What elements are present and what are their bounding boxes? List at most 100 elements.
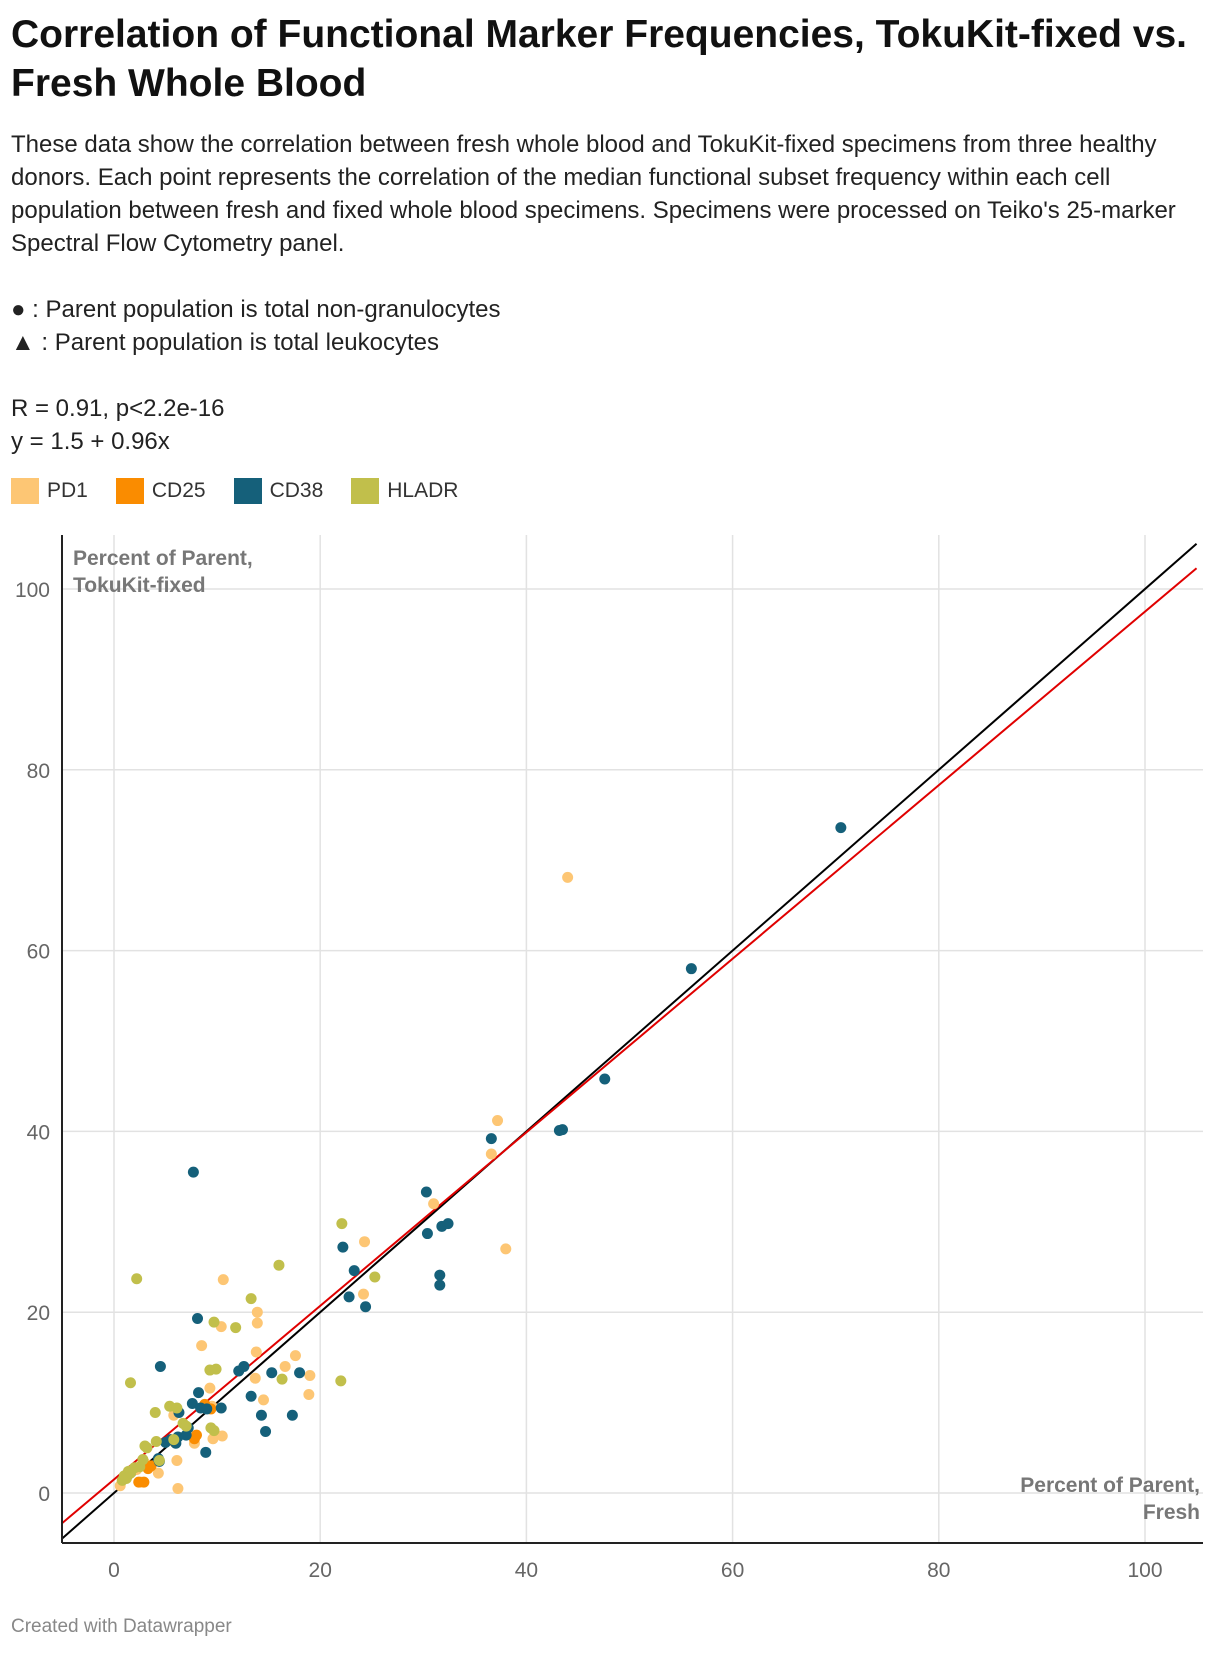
data-point-hladr bbox=[131, 1273, 143, 1285]
data-point-cd38 bbox=[485, 1133, 497, 1145]
data-point-cd38 bbox=[238, 1360, 250, 1372]
data-point-cd38 bbox=[180, 1429, 192, 1441]
data-point-cd38 bbox=[420, 1186, 432, 1198]
data-point-pd1 bbox=[171, 1454, 183, 1466]
y-tick-label: 80 bbox=[27, 760, 50, 783]
data-point-hladr bbox=[150, 1435, 162, 1447]
x-tick-label: 0 bbox=[108, 1559, 120, 1582]
series-pd1 bbox=[114, 871, 574, 1494]
data-point-pd1 bbox=[500, 1243, 512, 1255]
data-point-cd38 bbox=[245, 1390, 257, 1402]
x-axis-label-line1: Percent of Parent, bbox=[1020, 1474, 1200, 1497]
data-point-cd38 bbox=[421, 1228, 433, 1240]
data-point-cd38 bbox=[294, 1367, 306, 1379]
y-tick-label: 20 bbox=[27, 1302, 50, 1325]
data-point-pd1 bbox=[207, 1433, 219, 1445]
data-point-pd1 bbox=[428, 1198, 440, 1210]
data-point-hladr bbox=[180, 1420, 192, 1432]
data-point-pd1 bbox=[217, 1274, 229, 1286]
data-point-cd38 bbox=[348, 1265, 360, 1277]
data-point-cd38 bbox=[553, 1124, 565, 1136]
y-axis-label-line2: TokuKit-fixed bbox=[73, 574, 206, 597]
data-point-hladr bbox=[276, 1373, 288, 1385]
data-point-pd1 bbox=[359, 1236, 371, 1248]
data-point-hladr bbox=[208, 1425, 220, 1437]
series-hladr bbox=[116, 1218, 381, 1486]
data-point-pd1 bbox=[204, 1382, 216, 1394]
data-point-cd38 bbox=[260, 1426, 272, 1438]
data-point-pd1 bbox=[358, 1288, 370, 1300]
data-point-pd1 bbox=[251, 1317, 263, 1329]
note-triangle: ▲ : Parent population is total leukocyte… bbox=[11, 326, 1211, 359]
footer-credit: Created with Datawrapper bbox=[11, 1616, 232, 1637]
fit-equation: y = 1.5 + 0.96x bbox=[11, 428, 170, 455]
circle-icon: ● bbox=[11, 296, 26, 323]
legend-label-pd1: PD1 bbox=[47, 479, 88, 502]
data-point-cd25 bbox=[138, 1476, 150, 1488]
data-point-pd1 bbox=[562, 871, 574, 883]
regression-fit-line bbox=[61, 567, 1198, 1524]
x-tick-label: 40 bbox=[515, 1559, 538, 1582]
symbol-notes: ● : Parent population is total non-granu… bbox=[11, 293, 1211, 359]
data-point-cd38 bbox=[192, 1313, 204, 1325]
data-point-hladr bbox=[210, 1363, 222, 1375]
data-point-hladr bbox=[124, 1467, 136, 1479]
data-point-cd38 bbox=[434, 1279, 446, 1291]
data-point-hladr bbox=[137, 1454, 149, 1466]
data-point-cd38 bbox=[599, 1073, 611, 1085]
y-tick-label: 60 bbox=[27, 941, 50, 964]
data-point-hladr bbox=[245, 1293, 257, 1305]
data-point-pd1 bbox=[485, 1148, 497, 1160]
legend-label-cd38: CD38 bbox=[269, 479, 324, 502]
data-point-cd38 bbox=[360, 1301, 372, 1313]
legend-label-cd25: CD25 bbox=[151, 479, 206, 502]
data-point-cd38 bbox=[193, 1387, 205, 1399]
data-point-pd1 bbox=[279, 1360, 291, 1372]
data-point-pd1 bbox=[196, 1340, 208, 1352]
series-cd38 bbox=[152, 822, 847, 1467]
data-point-pd1 bbox=[152, 1467, 164, 1479]
data-point-pd1 bbox=[216, 1430, 228, 1442]
data-point-cd38 bbox=[200, 1446, 212, 1458]
stats-block: R = 0.91, p<2.2e-16 y = 1.5 + 0.96x bbox=[11, 392, 1211, 458]
x-tick-label: 20 bbox=[309, 1559, 332, 1582]
data-point-hladr bbox=[230, 1322, 242, 1334]
data-point-pd1 bbox=[249, 1372, 261, 1384]
data-point-hladr bbox=[208, 1316, 220, 1328]
data-point-hladr bbox=[149, 1407, 161, 1419]
data-point-pd1 bbox=[257, 1394, 269, 1406]
data-point-cd38 bbox=[434, 1269, 446, 1281]
data-point-hladr bbox=[336, 1218, 348, 1230]
data-point-cd38 bbox=[835, 822, 847, 834]
chart-description: These data show the correlation between … bbox=[11, 131, 1176, 257]
correlation-stat: R = 0.91, p<2.2e-16 bbox=[11, 395, 225, 422]
legend-swatch-cd38 bbox=[233, 478, 262, 504]
data-point-cd38 bbox=[186, 1398, 198, 1410]
data-point-cd38 bbox=[255, 1409, 267, 1421]
data-point-cd25 bbox=[190, 1429, 202, 1441]
data-point-hladr bbox=[168, 1434, 180, 1446]
legend-item-cd25[interactable]: CD25 bbox=[115, 478, 206, 504]
y-tick-label: 0 bbox=[38, 1483, 50, 1506]
note-circle-text: : Parent population is total non-granulo… bbox=[25, 296, 501, 323]
x-tick-label: 60 bbox=[721, 1559, 744, 1582]
data-point-hladr bbox=[141, 1442, 153, 1454]
legend-item-pd1[interactable]: PD1 bbox=[11, 478, 88, 504]
chart-header: Correlation of Functional Marker Frequen… bbox=[11, 10, 1211, 504]
data-point-pd1 bbox=[492, 1115, 504, 1127]
legend-swatch-pd1 bbox=[11, 478, 39, 504]
data-point-cd38 bbox=[266, 1367, 278, 1379]
data-point-hladr bbox=[124, 1377, 136, 1389]
legend-item-hladr[interactable]: HLADR bbox=[351, 478, 458, 504]
data-point-cd38 bbox=[286, 1409, 298, 1421]
y-axis-label-line1: Percent of Parent, bbox=[73, 547, 253, 570]
legend-swatch-cd25 bbox=[115, 478, 144, 504]
data-point-cd38 bbox=[154, 1360, 166, 1372]
reference-lines bbox=[61, 543, 1198, 1539]
scatter-plot: 0 20 40 60 80 100 0 20 40 60 80 100 Percent of Pare… bbox=[15, 535, 1203, 1582]
data-point-cd38 bbox=[201, 1403, 213, 1415]
data-point-hladr bbox=[171, 1402, 183, 1414]
data-point-pd1 bbox=[303, 1388, 315, 1400]
legend-item-cd38[interactable]: CD38 bbox=[233, 478, 324, 504]
legend: PD1 CD25 CD38 HLADR bbox=[11, 478, 1211, 504]
